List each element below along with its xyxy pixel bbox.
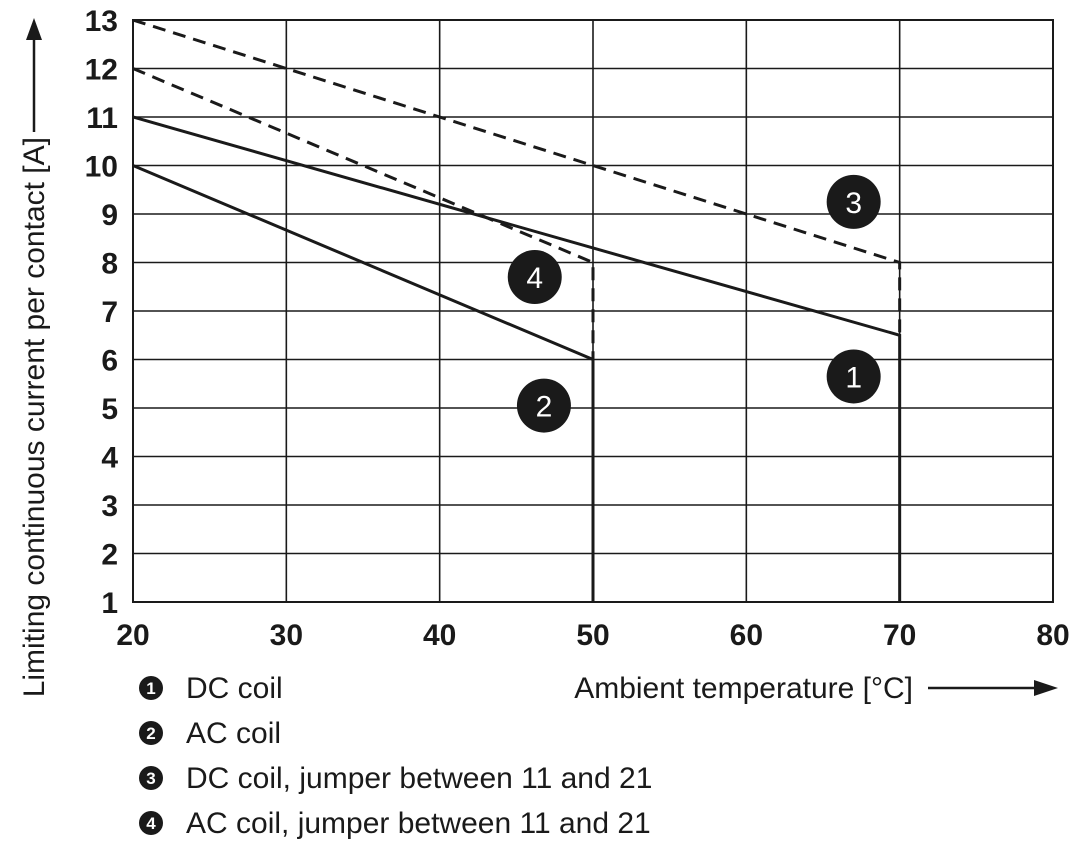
y-tick-label: 11 <box>86 102 118 135</box>
series-marker: 4 <box>507 250 562 305</box>
marker-number: 2 <box>536 391 553 424</box>
series-marker: 3 <box>826 174 881 229</box>
x-axis-label: Ambient temperature [°C] <box>574 672 913 705</box>
marker-circle <box>507 250 562 305</box>
y-axis-arrow-head <box>26 18 42 40</box>
legend-marker-3 <box>139 766 163 790</box>
legend-marker-number: 3 <box>146 769 155 788</box>
marker-number: 1 <box>845 361 862 394</box>
y-tick-label: 2 <box>101 539 118 572</box>
y-tick-label: 4 <box>101 442 118 475</box>
series-line-2 <box>133 164 595 602</box>
y-tick-label: 12 <box>85 54 118 87</box>
legend-item: 3 DC coil, jumper between 11 and 21 <box>139 762 652 795</box>
series-layer <box>133 20 902 602</box>
legend-label: DC coil, jumper between 11 and 21 <box>186 762 652 795</box>
y-axis-label: Limiting continuous current per contact … <box>18 137 51 697</box>
x-tick-label: 20 <box>116 619 149 652</box>
legend-marker-number: 2 <box>146 724 155 743</box>
y-tick-label: 5 <box>101 393 118 426</box>
legend: 1 DC coil 2 AC coil 3 DC coil, jumper be… <box>139 672 652 840</box>
series-marker: 2 <box>516 378 571 433</box>
y-tick-label: 8 <box>101 248 118 281</box>
legend-item: 2 AC coil <box>139 717 281 750</box>
x-tick-label: 60 <box>730 619 763 652</box>
series-markers: 3 4 1 2 <box>507 174 881 433</box>
marker-circle <box>826 349 881 404</box>
x-tick-label: 40 <box>423 619 456 652</box>
legend-label: AC coil, jumper between 11 and 21 <box>186 807 651 840</box>
y-tick-label: 6 <box>101 345 118 378</box>
y-tick-label: 10 <box>85 151 118 184</box>
y-tick-label: 3 <box>101 490 118 523</box>
marker-circle <box>516 378 571 433</box>
legend-label: AC coil <box>186 717 281 750</box>
series-line-1 <box>133 115 902 602</box>
legend-marker-4 <box>139 811 163 835</box>
marker-number: 3 <box>845 187 862 220</box>
series-marker: 1 <box>826 349 881 404</box>
legend-item: 1 DC coil <box>139 672 283 705</box>
y-tick-label: 13 <box>85 5 118 38</box>
y-tick-label: 9 <box>101 199 118 232</box>
series-line-3 <box>133 20 902 336</box>
legend-label: DC coil <box>186 672 283 705</box>
x-tick-label: 30 <box>270 619 303 652</box>
legend-marker-1 <box>139 676 163 700</box>
x-tick-label: 70 <box>883 619 916 652</box>
y-tick-label: 1 <box>101 587 118 620</box>
legend-marker-2 <box>139 721 163 745</box>
x-tick-label: 80 <box>1036 619 1069 652</box>
marker-number: 4 <box>526 262 543 295</box>
x-tick-labels: 20 30 40 50 60 70 80 <box>116 619 1069 652</box>
x-axis-arrow-head <box>1034 680 1058 696</box>
legend-item: 4 AC coil, jumper between 11 and 21 <box>139 807 651 840</box>
marker-circle <box>826 174 881 229</box>
legend-marker-number: 4 <box>146 814 156 833</box>
legend-marker-number: 1 <box>146 679 155 698</box>
x-tick-label: 50 <box>576 619 609 652</box>
y-tick-label: 7 <box>101 296 118 329</box>
